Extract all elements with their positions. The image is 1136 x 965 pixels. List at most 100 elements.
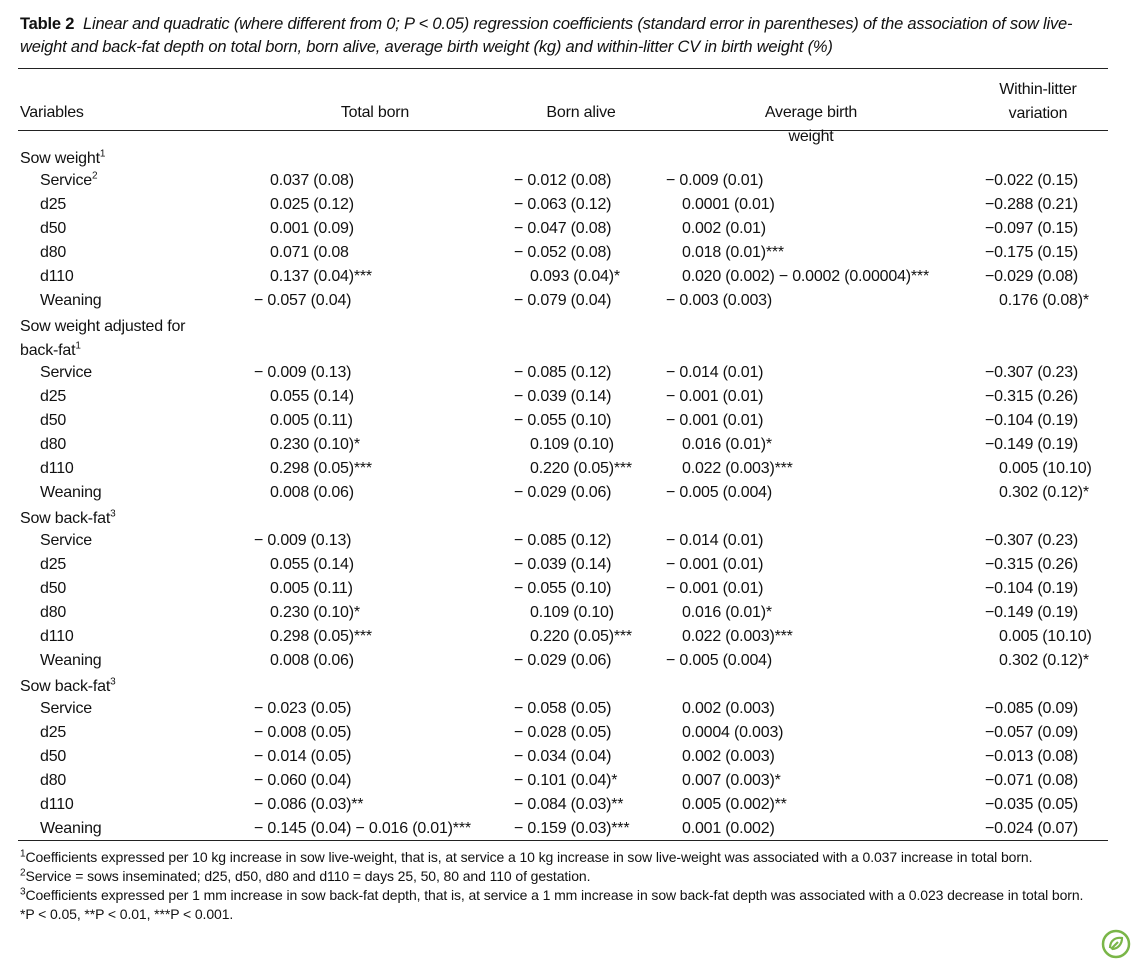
cell: −0.057 (0.09) bbox=[985, 724, 1079, 741]
cell: −0.104 (0.19) bbox=[985, 580, 1079, 597]
row-label-text: d25 bbox=[40, 388, 67, 405]
cell: 0.302 (0.12)* bbox=[999, 484, 1089, 501]
row-label-text: d25 bbox=[40, 196, 67, 213]
row-label: Weaning bbox=[40, 291, 102, 311]
footnote: *P < 0.05, **P < 0.01, ***P < 0.001. bbox=[20, 905, 1110, 924]
cell: 0.007 (0.003)* bbox=[682, 772, 781, 789]
cell: 0.071 (0.08 bbox=[270, 244, 349, 261]
cell: −0.175 (0.15) bbox=[985, 244, 1079, 261]
cell: 0.220 (0.05)*** bbox=[530, 460, 632, 477]
footnote-text: *P < 0.05, **P < 0.01, ***P < 0.001. bbox=[20, 906, 234, 922]
row-label: d80 bbox=[40, 435, 66, 455]
cell: − 0.055 (0.10) bbox=[514, 412, 612, 429]
cell: 0.302 (0.12)* bbox=[999, 652, 1089, 669]
row-label: d25 bbox=[40, 195, 66, 215]
cell: 0.109 (0.10) bbox=[530, 604, 614, 621]
superscript: 1 bbox=[99, 148, 106, 160]
cell: −0.104 (0.19) bbox=[985, 412, 1079, 429]
row-label: d25 bbox=[40, 387, 66, 407]
row-label-text: Service bbox=[40, 364, 92, 381]
column-header: Average birth weight bbox=[764, 104, 858, 145]
group-label-text: Sow back-fat bbox=[20, 510, 111, 527]
cell: 0.002 (0.01) bbox=[682, 220, 766, 237]
cell: 0.109 (0.10) bbox=[530, 436, 614, 453]
cell: 0.176 (0.08)* bbox=[999, 292, 1089, 309]
cell: 0.055 (0.14) bbox=[270, 556, 354, 573]
row-label-text: d110 bbox=[40, 268, 74, 285]
caption: Table 2 Linear and quadratic (where diff… bbox=[20, 13, 1115, 59]
footnote: 3Coefficients expressed per 1 mm increas… bbox=[20, 886, 1110, 905]
cell: − 0.055 (0.10) bbox=[514, 580, 612, 597]
row-label: d50 bbox=[40, 579, 66, 599]
superscript: 3 bbox=[20, 886, 26, 898]
cell: −0.035 (0.05) bbox=[985, 796, 1079, 813]
cell: 0.016 (0.01)* bbox=[682, 436, 772, 453]
superscript: 2 bbox=[20, 867, 26, 879]
cell: 0.016 (0.01)* bbox=[682, 604, 772, 621]
superscript: 3 bbox=[110, 508, 116, 520]
row-label-text: d80 bbox=[40, 604, 67, 621]
cell: − 0.014 (0.05) bbox=[254, 748, 352, 765]
cell: −0.029 (0.08) bbox=[985, 268, 1079, 285]
row-label-text: Weaning bbox=[40, 820, 102, 837]
cell: − 0.009 (0.01) bbox=[666, 172, 764, 189]
row-label: d50 bbox=[40, 219, 66, 239]
cell: 0.0001 (0.01) bbox=[682, 196, 775, 213]
cell: − 0.005 (0.004) bbox=[666, 652, 772, 669]
cell: − 0.001 (0.01) bbox=[666, 556, 764, 573]
cell: 0.025 (0.12) bbox=[270, 196, 354, 213]
cell: − 0.086 (0.03)** bbox=[254, 796, 364, 813]
footnote-text: Service = sows inseminated; d25, d50, d8… bbox=[25, 868, 591, 884]
cell: − 0.001 (0.01) bbox=[666, 412, 764, 429]
row-label-text: d25 bbox=[40, 724, 67, 741]
group-label: Sow weight adjusted for back-fat1 bbox=[20, 315, 220, 363]
cell: − 0.001 (0.01) bbox=[666, 580, 764, 597]
cell: − 0.029 (0.06) bbox=[514, 484, 612, 501]
cell: − 0.005 (0.004) bbox=[666, 484, 772, 501]
cell: − 0.028 (0.05) bbox=[514, 724, 612, 741]
cell: − 0.039 (0.14) bbox=[514, 556, 612, 573]
superscript: 1 bbox=[20, 848, 26, 860]
row-label-text: d110 bbox=[40, 628, 74, 645]
bottom-rule bbox=[18, 840, 1108, 841]
cell: 0.008 (0.06) bbox=[270, 484, 354, 501]
row-label-text: Service bbox=[40, 532, 92, 549]
row-label-text: d110 bbox=[40, 460, 74, 477]
cell: − 0.079 (0.04) bbox=[514, 292, 612, 309]
cell: − 0.084 (0.03)** bbox=[514, 796, 624, 813]
superscript: 3 bbox=[110, 676, 116, 688]
group-label: Sow back-fat3 bbox=[20, 675, 220, 699]
row-label: Weaning bbox=[40, 819, 102, 839]
row-label: d80 bbox=[40, 771, 66, 791]
cell: − 0.047 (0.08) bbox=[514, 220, 612, 237]
row-label: d80 bbox=[40, 243, 66, 263]
cell: − 0.101 (0.04)* bbox=[514, 772, 618, 789]
cell: 0.055 (0.14) bbox=[270, 388, 354, 405]
row-label-text: d110 bbox=[40, 796, 74, 813]
row-label-text: d80 bbox=[40, 772, 67, 789]
cell: −0.149 (0.19) bbox=[985, 604, 1079, 621]
top-rule bbox=[18, 68, 1108, 69]
cell: 0.220 (0.05)*** bbox=[530, 628, 632, 645]
cell: − 0.039 (0.14) bbox=[514, 388, 612, 405]
row-label-text: d80 bbox=[40, 436, 67, 453]
cell: 0.002 (0.003) bbox=[682, 748, 775, 765]
cell: −0.071 (0.08) bbox=[985, 772, 1079, 789]
cell: 0.005 (10.10) bbox=[999, 628, 1092, 645]
group-label-text: Sow weight bbox=[20, 150, 100, 167]
cell: − 0.085 (0.12) bbox=[514, 532, 612, 549]
row-label: d25 bbox=[40, 555, 66, 575]
row-label: Weaning bbox=[40, 483, 102, 503]
cell: 0.002 (0.003) bbox=[682, 700, 775, 717]
caption-text: Linear and quadratic (where different fr… bbox=[20, 15, 1073, 56]
row-label: d110 bbox=[40, 267, 74, 287]
cell: − 0.058 (0.05) bbox=[514, 700, 612, 717]
cell: −0.307 (0.23) bbox=[985, 532, 1079, 549]
row-label-text: Weaning bbox=[40, 652, 102, 669]
header-rule bbox=[18, 130, 1108, 131]
cell: − 0.063 (0.12) bbox=[514, 196, 612, 213]
cell: − 0.008 (0.05) bbox=[254, 724, 352, 741]
caption-label: Table 2 bbox=[20, 15, 75, 33]
row-label-text: d50 bbox=[40, 220, 67, 237]
